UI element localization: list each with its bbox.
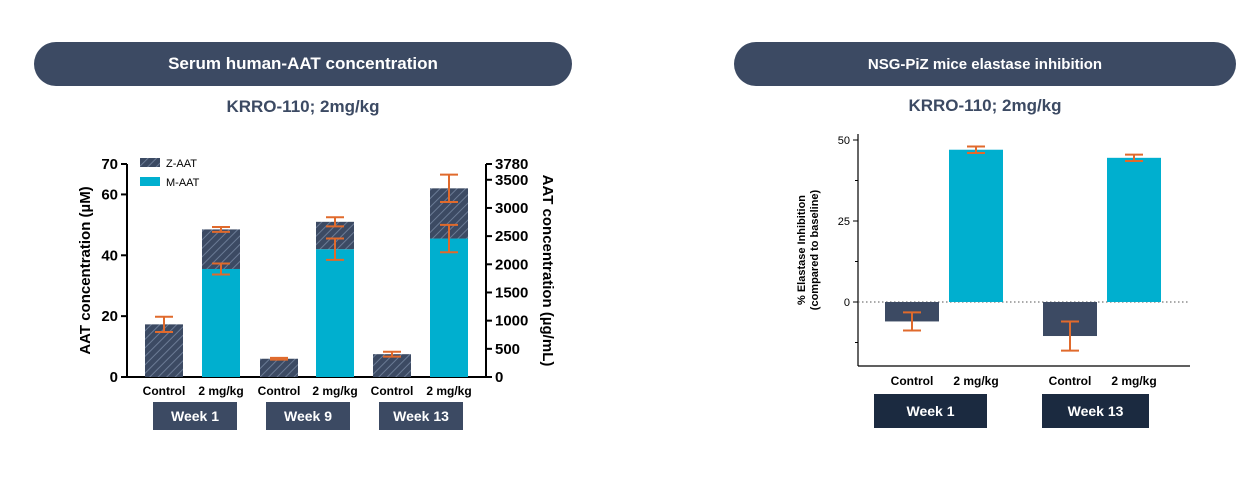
bar-z-aat [373,354,411,377]
week-label-left: Week 9 [266,402,350,430]
y-tick-label: 40 [101,247,118,264]
left-chart-title: Serum human-AAT concentration [168,54,438,73]
x-tick-label: 2 mg/kg [198,384,243,398]
bar-z-aat [145,324,183,377]
week-label-right: Week 1 [874,394,987,428]
y2-tick-label: 2500 [495,228,528,245]
elastase-inhibition-chart: 0 25 50 % Elastase Inhibition(compared to b… [796,134,1190,388]
y-axis-title: AAT concentration (µM) [77,186,94,354]
y-axis-title: % Elastase Inhibition(compared to baseli… [796,189,821,310]
x-tick-label: Control [1049,374,1092,388]
y-tick-label: 20 [101,308,118,325]
y-axis-title-line-2: (compared to baseline) [809,189,821,310]
x-tick-label: 2 mg/kg [426,384,471,398]
y2-tick-label: 2000 [495,256,528,273]
y2-tick-label: 500 [495,341,520,358]
bar-z-aat [202,229,240,269]
left-chart-subtitle: KRRO-110; 2mg/kg [226,97,380,116]
y2-tick-label: 0 [495,369,503,386]
week-label-right: Week 13 [1042,394,1149,428]
bar [949,149,1003,302]
bar-m-aat [316,249,354,377]
x-tick-label: 2 mg/kg [953,374,998,388]
y2-axis-title: AAT concentration (µg/mL) [539,175,556,367]
y-tick-label: 60 [101,186,118,203]
legend-label-z-aat: Z-AAT [166,158,197,170]
bar-m-aat [202,268,240,377]
bar [1107,157,1161,302]
y2-tick-label: 3000 [495,200,528,217]
y-tick-label: 25 [838,216,850,228]
bar-m-aat [430,238,468,377]
x-tick-label: Control [143,384,186,398]
right-chart-banner: NSG-PiZ mice elastase inhibition [734,42,1236,86]
right-chart-subtitle: KRRO-110; 2mg/kg [908,96,1062,115]
y-tick-label: 0 [844,297,850,309]
x-tick-label: Control [371,384,414,398]
bar-z-aat [260,358,298,377]
right-chart-title: NSG-PiZ mice elastase inhibition [867,55,1103,73]
y2-tick-label: 1500 [495,284,528,301]
left-chart-banner: Serum human-AAT concentration [34,42,572,86]
y-tick-label: 0 [110,369,118,386]
week-label-left: Week 13 [379,402,463,430]
x-tick-label: Control [891,374,934,388]
x-tick-label: 2 mg/kg [1111,374,1156,388]
legend-label-m-aat: M-AAT [166,177,200,189]
y2-tick-label: 3500 [495,172,528,189]
week-label-left: Week 1 [153,402,237,430]
x-tick-label: Control [258,384,301,398]
legend-swatch-m-aat [140,177,160,186]
y-axis-title-line-1: % Elastase Inhibition [796,195,808,305]
y-tick-label: 70 [101,156,118,173]
serum-aat-chart: 0 20 40 60 70 0 500 1000 1500 2000 2500 3000 3500378… [77,156,556,398]
legend-swatch-z-aat [140,158,160,167]
y2-tick-label: 1000 [495,313,528,330]
x-tick-label: 2 mg/kg [312,384,357,398]
y-tick-label: 50 [838,135,850,147]
y2-tick-label: 3780 [495,156,528,173]
